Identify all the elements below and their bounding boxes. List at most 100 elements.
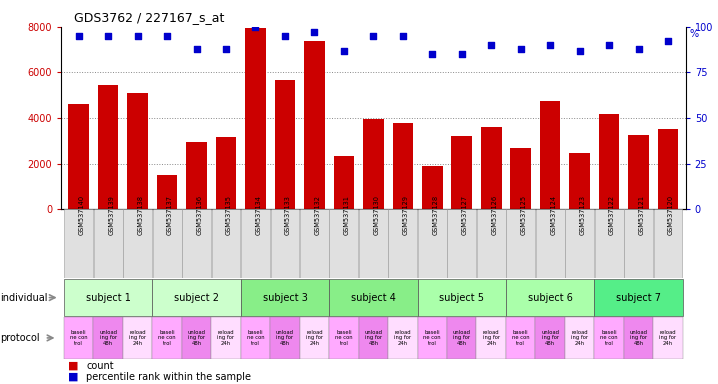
Bar bbox=[536, 317, 565, 359]
Point bbox=[309, 29, 320, 35]
Bar bbox=[418, 317, 447, 359]
Bar bbox=[388, 317, 418, 359]
Text: baseli
ne con
trol: baseli ne con trol bbox=[247, 330, 264, 346]
Text: ■: ■ bbox=[68, 361, 79, 371]
Bar bbox=[624, 209, 653, 278]
Bar bbox=[506, 279, 595, 316]
Text: GDS3762 / 227167_s_at: GDS3762 / 227167_s_at bbox=[73, 11, 224, 24]
Bar bbox=[447, 317, 477, 359]
Point bbox=[633, 46, 644, 52]
Bar bbox=[182, 209, 211, 278]
Text: GSM537136: GSM537136 bbox=[197, 195, 202, 235]
Text: baseli
ne con
trol: baseli ne con trol bbox=[600, 330, 618, 346]
Point bbox=[279, 33, 291, 39]
Bar bbox=[510, 148, 531, 209]
Text: GSM537139: GSM537139 bbox=[108, 195, 114, 235]
Bar bbox=[359, 209, 388, 278]
Text: count: count bbox=[86, 361, 113, 371]
Bar bbox=[186, 142, 207, 209]
Bar bbox=[271, 209, 299, 278]
Text: GSM537140: GSM537140 bbox=[79, 195, 85, 235]
Bar bbox=[330, 209, 358, 278]
Bar bbox=[628, 135, 649, 209]
Text: protocol: protocol bbox=[0, 333, 39, 343]
Text: baseli
ne con
trol: baseli ne con trol bbox=[158, 330, 176, 346]
Text: GSM537134: GSM537134 bbox=[256, 195, 261, 235]
Text: subject 7: subject 7 bbox=[616, 293, 661, 303]
Point bbox=[132, 33, 144, 39]
Bar bbox=[211, 317, 241, 359]
Bar bbox=[334, 156, 354, 209]
Bar bbox=[447, 209, 476, 278]
Text: percentile rank within the sample: percentile rank within the sample bbox=[86, 372, 251, 382]
Bar bbox=[212, 209, 241, 278]
Bar bbox=[540, 101, 561, 209]
Text: GSM537130: GSM537130 bbox=[373, 195, 379, 235]
Text: GSM537135: GSM537135 bbox=[226, 195, 232, 235]
Bar bbox=[624, 317, 653, 359]
Bar bbox=[182, 317, 211, 359]
Text: reload
ing for
24h: reload ing for 24h bbox=[482, 330, 500, 346]
Point bbox=[574, 48, 585, 54]
Point bbox=[603, 42, 615, 48]
Text: reload
ing for
24h: reload ing for 24h bbox=[306, 330, 323, 346]
Bar bbox=[569, 154, 590, 209]
Text: subject 5: subject 5 bbox=[439, 293, 484, 303]
Text: GSM537124: GSM537124 bbox=[550, 195, 556, 235]
Bar bbox=[123, 317, 152, 359]
Text: GSM537138: GSM537138 bbox=[138, 195, 144, 235]
Bar bbox=[536, 209, 564, 278]
Bar bbox=[153, 209, 182, 278]
Point bbox=[368, 33, 379, 39]
Bar bbox=[358, 317, 388, 359]
Bar bbox=[241, 317, 270, 359]
Text: unload
ing for
48h: unload ing for 48h bbox=[364, 330, 383, 346]
Bar bbox=[299, 317, 329, 359]
Bar bbox=[595, 209, 623, 278]
Bar bbox=[64, 279, 152, 316]
Text: %: % bbox=[689, 29, 699, 39]
Bar bbox=[157, 175, 177, 209]
Text: GSM537120: GSM537120 bbox=[668, 195, 674, 235]
Text: subject 6: subject 6 bbox=[528, 293, 572, 303]
Point bbox=[73, 33, 85, 39]
Text: unload
ing for
48h: unload ing for 48h bbox=[276, 330, 294, 346]
Bar bbox=[152, 317, 182, 359]
Bar bbox=[595, 279, 683, 316]
Text: GSM537133: GSM537133 bbox=[285, 195, 291, 235]
Point bbox=[250, 24, 261, 30]
Text: GSM537121: GSM537121 bbox=[638, 195, 645, 235]
Bar bbox=[565, 209, 594, 278]
Text: individual: individual bbox=[0, 293, 47, 303]
Text: baseli
ne con
trol: baseli ne con trol bbox=[335, 330, 353, 346]
Point bbox=[191, 46, 202, 52]
Bar bbox=[477, 209, 505, 278]
Bar bbox=[599, 114, 620, 209]
Text: subject 4: subject 4 bbox=[351, 293, 396, 303]
Point bbox=[426, 51, 438, 57]
Text: unload
ing for
48h: unload ing for 48h bbox=[187, 330, 205, 346]
Bar bbox=[329, 279, 418, 316]
Bar bbox=[68, 104, 89, 209]
Bar bbox=[388, 209, 417, 278]
Text: baseli
ne con
trol: baseli ne con trol bbox=[424, 330, 441, 346]
Bar bbox=[422, 166, 442, 209]
Text: ■: ■ bbox=[68, 372, 79, 382]
Bar bbox=[93, 317, 123, 359]
Point bbox=[103, 33, 114, 39]
Point bbox=[338, 48, 350, 54]
Point bbox=[456, 51, 467, 57]
Bar bbox=[241, 279, 329, 316]
Point bbox=[544, 42, 556, 48]
Bar bbox=[65, 209, 93, 278]
Text: GSM537123: GSM537123 bbox=[579, 195, 586, 235]
Bar bbox=[452, 136, 472, 209]
Bar bbox=[506, 317, 536, 359]
Text: unload
ing for
48h: unload ing for 48h bbox=[630, 330, 648, 346]
Point bbox=[515, 46, 526, 52]
Bar bbox=[658, 129, 679, 209]
Bar bbox=[152, 279, 241, 316]
Text: GSM537125: GSM537125 bbox=[521, 195, 527, 235]
Text: reload
ing for
24h: reload ing for 24h bbox=[129, 330, 146, 346]
Point bbox=[220, 46, 232, 52]
